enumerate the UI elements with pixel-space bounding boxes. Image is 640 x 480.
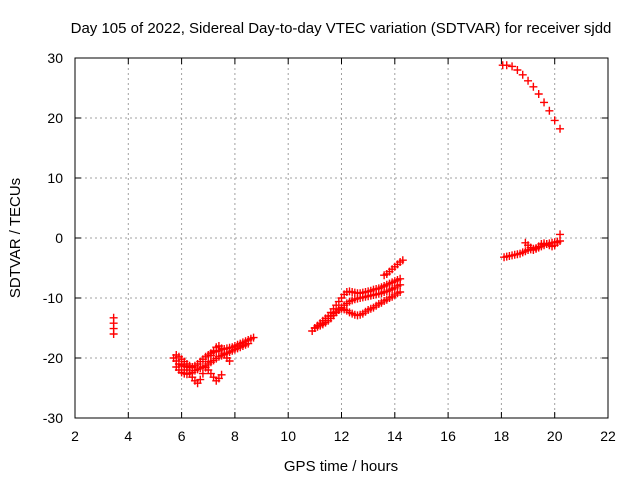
data-point	[502, 61, 511, 70]
series-arc-late-upper	[498, 61, 565, 133]
x-tick-label: 10	[280, 428, 296, 444]
y-tick-label: -10	[43, 290, 63, 306]
data-point	[550, 116, 559, 125]
y-tick-label: 30	[47, 50, 63, 66]
data-point	[188, 363, 197, 372]
data-point	[524, 76, 533, 85]
y-tick-label: -20	[43, 350, 63, 366]
data-point	[217, 370, 226, 379]
data-point	[513, 66, 522, 74]
series-arc-late-lower	[500, 230, 565, 262]
data-point	[225, 357, 234, 365]
data-point	[206, 351, 215, 360]
data-point	[217, 344, 226, 353]
series-isolated-points	[109, 313, 118, 338]
data-point	[398, 256, 407, 265]
chart-title: Day 105 of 2022, Sidereal Day-to-day VTE…	[71, 20, 612, 37]
x-tick-label: 20	[547, 428, 563, 444]
x-tick-label: 6	[178, 428, 186, 444]
data-point	[508, 62, 517, 71]
axis-ticks	[74, 57, 609, 419]
x-axis-label: GPS time / hours	[284, 458, 398, 475]
data-points	[109, 61, 565, 388]
data-point	[553, 238, 562, 247]
x-tick-label: 14	[387, 428, 403, 444]
data-point	[518, 70, 527, 79]
data-point	[529, 82, 538, 91]
x-tick-label: 2	[71, 428, 79, 444]
x-tick-label: 4	[124, 428, 132, 444]
data-point	[109, 330, 118, 338]
data-point	[396, 288, 405, 296]
series-arc-midday	[308, 256, 407, 335]
series-arc-morning	[169, 333, 258, 388]
y-tick-label: 20	[47, 110, 63, 126]
data-point	[540, 98, 549, 107]
x-tick-label: 22	[600, 428, 616, 444]
data-point	[204, 357, 213, 366]
x-tick-label: 12	[334, 428, 350, 444]
data-point	[556, 124, 565, 133]
data-point	[396, 280, 405, 289]
x-tick-label: 18	[494, 428, 510, 444]
data-point	[249, 333, 258, 342]
data-point	[198, 369, 207, 378]
data-point	[196, 375, 205, 384]
x-tick-label: 16	[440, 428, 456, 444]
data-point	[545, 106, 554, 115]
y-tick-label: -30	[43, 410, 63, 426]
grid-lines	[75, 58, 608, 418]
y-tick-label: 0	[55, 230, 63, 246]
data-point	[556, 230, 565, 239]
y-axis-label: SDTVAR / TECUs	[7, 178, 24, 298]
x-tick-label: 8	[231, 428, 239, 444]
data-point	[244, 339, 253, 348]
y-tick-label: 10	[47, 170, 63, 186]
data-point	[534, 90, 543, 98]
axis-tick-labels: 2 4 6 8 10 12 14 16 18 20 22 -30 -20 -10 0 10 20 30	[43, 50, 616, 444]
data-point	[220, 349, 229, 358]
